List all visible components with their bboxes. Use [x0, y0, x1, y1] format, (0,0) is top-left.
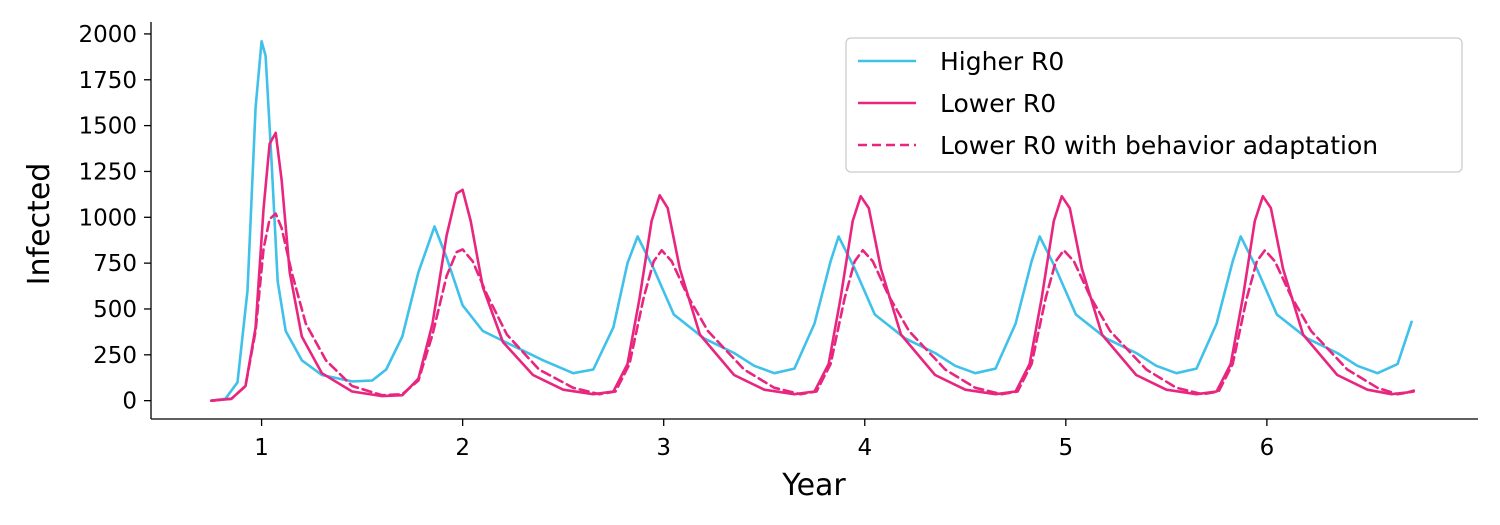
legend-label-2: Lower R0	[940, 89, 1056, 118]
series-line-3	[210, 212, 1415, 403]
y-tick-label: 0	[122, 389, 137, 415]
legend-label-1: Higher R0	[940, 47, 1064, 76]
x-ticks: 1 2 3 4 5 6	[254, 419, 1274, 461]
y-tick-label: 250	[93, 343, 137, 369]
y-axis-label: Infected	[22, 163, 57, 286]
x-tick-label: 6	[1260, 435, 1275, 461]
x-axis-label: Year	[781, 468, 846, 503]
y-ticks: 0 250 500 750 1000 1250 1500 1750 2000	[78, 22, 151, 415]
plot-area	[210, 39, 1415, 403]
series-line-2	[210, 131, 1415, 403]
y-tick-label: 1500	[78, 114, 137, 140]
axes: 1 2 3 4 5 6 0 250 500 750 1000 1250 1500 1750 2000 Ye…	[22, 22, 1478, 503]
y-tick-label: 1250	[78, 159, 137, 185]
y-tick-label: 1000	[78, 205, 137, 231]
x-tick-label: 3	[656, 435, 671, 461]
x-tick-label: 5	[1059, 435, 1074, 461]
x-tick-label: 4	[857, 435, 872, 461]
legend: Higher R0 Lower R0 Lower R0 with behavior …	[845, 37, 1463, 173]
x-tick-label: 1	[254, 435, 269, 461]
series-line-1	[210, 39, 1413, 403]
x-tick-label: 2	[455, 435, 470, 461]
y-tick-label: 750	[93, 251, 137, 277]
y-tick-label: 2000	[78, 22, 137, 48]
y-tick-label: 500	[93, 297, 137, 323]
legend-label-3: Lower R0 with behavior adaptation	[940, 131, 1378, 160]
legend-box	[845, 37, 1463, 173]
y-tick-label: 1750	[78, 68, 137, 94]
